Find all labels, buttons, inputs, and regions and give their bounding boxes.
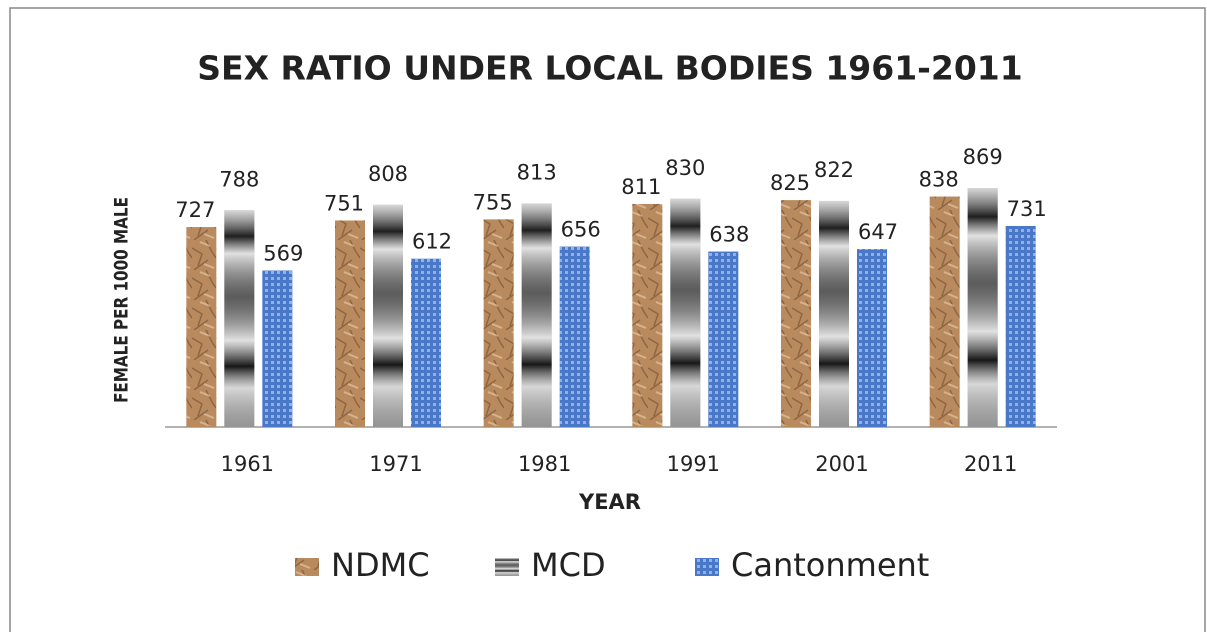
bar-texture	[521, 203, 552, 427]
x-tick-label: 2001	[815, 452, 868, 476]
data-label: 788	[219, 167, 259, 191]
data-label: 869	[963, 145, 1003, 169]
data-label: 647	[858, 220, 898, 244]
x-axis-label: YEAR	[578, 490, 641, 514]
bar-texture	[708, 251, 739, 427]
legend-swatch-texture	[495, 558, 519, 576]
chart-title: SEX RATIO UNDER LOCAL BODIES 1961-2011	[197, 49, 1022, 88]
legend-label: MCD	[531, 546, 606, 584]
bar-texture	[186, 227, 217, 427]
data-label: 751	[324, 191, 364, 215]
bar-texture	[1005, 225, 1036, 427]
data-label: 822	[814, 158, 854, 182]
bar-texture	[857, 249, 887, 427]
data-label: 612	[412, 230, 452, 254]
legend-swatch-texture	[295, 558, 319, 576]
bar-texture	[632, 203, 663, 427]
data-label: 731	[1007, 197, 1047, 221]
bar-texture	[224, 210, 255, 427]
data-label: 638	[709, 223, 749, 247]
data-label: 811	[621, 175, 661, 199]
data-label: 838	[919, 168, 959, 192]
x-tick-label: 1981	[518, 452, 571, 476]
x-tick-label: 1971	[369, 452, 422, 476]
x-tick-label: 2011	[964, 452, 1017, 476]
bar-texture	[967, 188, 998, 427]
bar-texture	[373, 204, 403, 427]
legend-label: Cantonment	[731, 546, 929, 584]
data-label: 825	[770, 171, 810, 195]
bar-texture	[781, 200, 811, 427]
bar-texture	[559, 246, 590, 427]
bar-texture	[929, 196, 960, 427]
data-label: 727	[175, 198, 215, 222]
bar-texture	[411, 258, 441, 427]
data-label: 813	[517, 160, 557, 184]
bar-texture	[670, 198, 701, 427]
bar-texture	[335, 220, 365, 427]
bar-texture	[262, 270, 293, 427]
x-tick-label: 1961	[221, 452, 274, 476]
data-label: 656	[561, 218, 601, 242]
bar-texture	[483, 219, 514, 427]
data-label: 569	[263, 242, 303, 266]
y-axis-label: FEMALE PER 1000 MALE	[111, 197, 133, 403]
data-label: 830	[665, 156, 705, 180]
data-label: 755	[473, 190, 513, 214]
bar-texture	[819, 200, 849, 427]
legend-label: NDMC	[331, 546, 430, 584]
legend-swatch-texture	[695, 558, 719, 576]
x-tick-label: 1991	[667, 452, 720, 476]
data-label: 808	[368, 162, 408, 186]
